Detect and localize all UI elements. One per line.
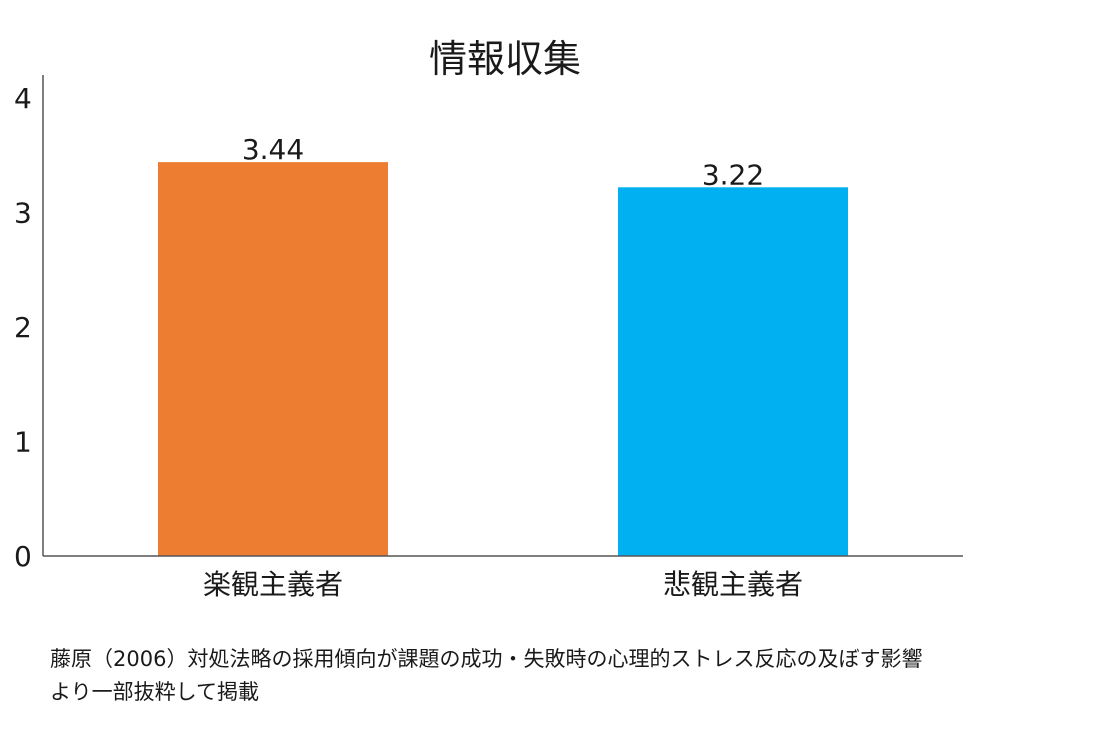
bar-chart: 情報収集 0 1 2 3 4 3.44 3.22 楽観主義者 悲観主義者 <box>14 37 963 601</box>
source-caption: 藤原（2006）対処法略の採用傾向が課題の成功・失敗時の心理的ストレス反応の及ぼ… <box>50 643 1100 709</box>
category-label: 悲観主義者 <box>663 568 803 601</box>
bar <box>158 162 388 556</box>
y-axis-ticks: 0 1 2 3 4 <box>14 82 32 573</box>
y-tick-label: 3 <box>14 197 32 230</box>
caption-line-2: より一部抜粋して掲載 <box>50 680 259 704</box>
y-tick-label: 2 <box>14 311 32 344</box>
y-tick-label: 4 <box>14 82 32 115</box>
bars <box>158 162 848 556</box>
category-labels: 楽観主義者 悲観主義者 <box>203 568 803 601</box>
y-tick-label: 1 <box>14 426 32 459</box>
category-label: 楽観主義者 <box>203 568 343 601</box>
caption-line-1: 藤原（2006）対処法略の採用傾向が課題の成功・失敗時の心理的ストレス反応の及ぼ… <box>50 647 923 671</box>
value-labels: 3.44 3.22 <box>242 133 764 191</box>
y-tick-label: 0 <box>14 540 32 573</box>
bar-value-label: 3.22 <box>702 158 764 191</box>
chart-title: 情報収集 <box>429 37 581 81</box>
bar <box>618 187 848 556</box>
bar-value-label: 3.44 <box>242 133 304 166</box>
